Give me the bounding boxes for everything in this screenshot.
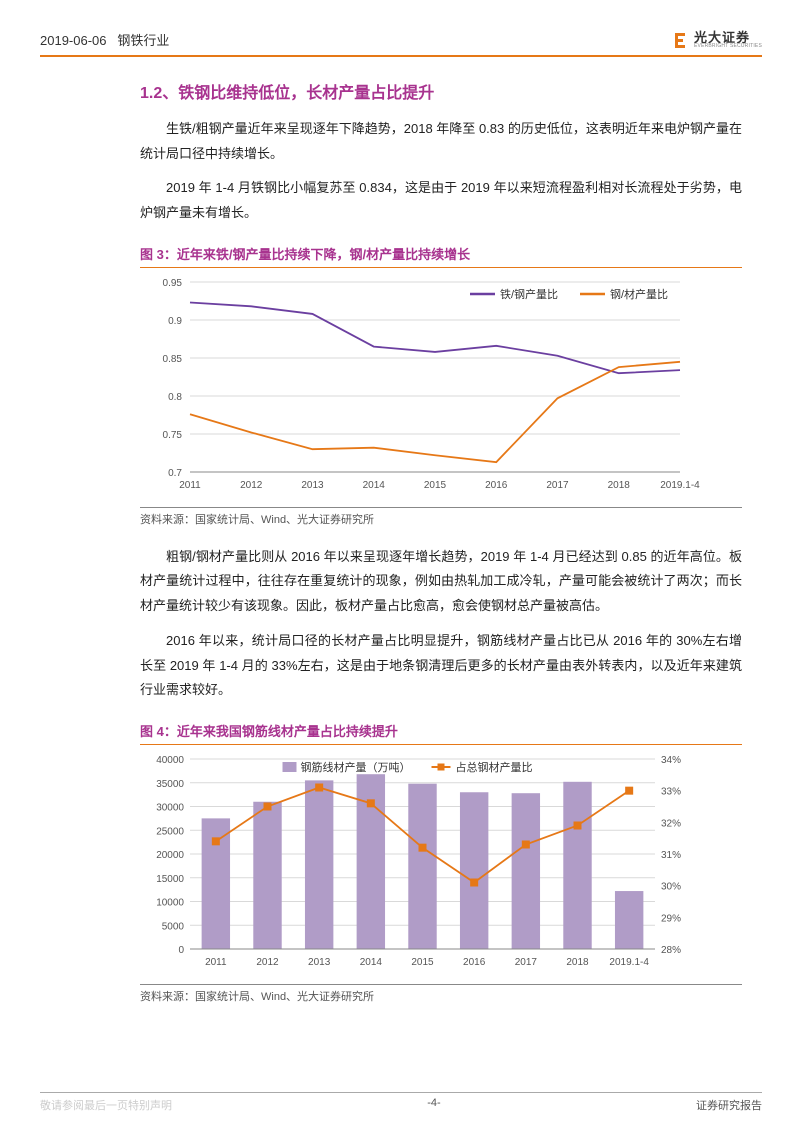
section-heading: 1.2、铁钢比维持低位，长材产量占比提升 bbox=[140, 79, 742, 103]
svg-text:占总钢材产量比: 占总钢材产量比 bbox=[456, 760, 533, 774]
figure-4-chart: 0 5000 10000 15000 20000 25000 30000 35000 40000… bbox=[140, 749, 742, 984]
section-number: 1.2、 bbox=[140, 85, 178, 102]
figure-3-title: 图 3：近年来铁/钢产量比持续下降，钢/材产量比持续增长 bbox=[140, 244, 742, 268]
svg-text:2012: 2012 bbox=[256, 957, 279, 968]
svg-text:34%: 34% bbox=[661, 755, 681, 766]
brand-logo: 光大证券 EVERBRIGHT SECURITIES bbox=[672, 31, 762, 49]
svg-text:钢/材产量比: 钢/材产量比 bbox=[610, 287, 668, 301]
svg-text:0.75: 0.75 bbox=[163, 430, 183, 441]
svg-text:0: 0 bbox=[178, 945, 184, 956]
svg-text:0.95: 0.95 bbox=[163, 278, 183, 289]
svg-text:2013: 2013 bbox=[308, 957, 331, 968]
header-industry: 钢铁行业 bbox=[117, 33, 169, 48]
header-date-industry: 2019-06-06 钢铁行业 bbox=[40, 30, 169, 49]
svg-text:40000: 40000 bbox=[156, 755, 184, 766]
svg-text:20000: 20000 bbox=[156, 850, 184, 861]
figure-4-title: 图 4：近年来我国钢筋线材产量占比持续提升 bbox=[140, 721, 742, 745]
svg-text:钢筋线材产量（万吨）: 钢筋线材产量（万吨） bbox=[301, 760, 411, 774]
svg-text:2013: 2013 bbox=[301, 480, 324, 491]
header-date: 2019-06-06 bbox=[40, 33, 107, 48]
svg-text:10000: 10000 bbox=[156, 897, 184, 908]
paragraph-3: 粗钢/钢材产量比则从 2016 年以来呈现逐年增长趋势，2019 年 1-4 月… bbox=[140, 545, 742, 619]
svg-text:2014: 2014 bbox=[363, 480, 386, 491]
logo-text-en: EVERBRIGHT SECURITIES bbox=[694, 44, 762, 49]
svg-text:0.9: 0.9 bbox=[168, 316, 182, 327]
svg-text:2011: 2011 bbox=[205, 957, 227, 968]
paragraph-1: 生铁/粗钢产量近年来呈现逐年下降趋势，2018 年降至 0.83 的历史低位，这… bbox=[140, 117, 742, 166]
svg-text:33%: 33% bbox=[661, 787, 681, 798]
svg-text:0.85: 0.85 bbox=[163, 354, 183, 365]
svg-text:0.8: 0.8 bbox=[168, 392, 182, 403]
svg-text:2019.1-4: 2019.1-4 bbox=[660, 480, 700, 491]
figure-3-chart: 0.7 0.75 0.8 0.85 0.9 0.95 2011 2012 2013 2014 201… bbox=[140, 272, 742, 507]
svg-text:2015: 2015 bbox=[411, 957, 434, 968]
svg-text:2015: 2015 bbox=[424, 480, 447, 491]
svg-text:2018: 2018 bbox=[566, 957, 589, 968]
svg-text:2018: 2018 bbox=[608, 480, 631, 491]
page-footer: 敬请参阅最后一页特别声明 -4- 证券研究报告 bbox=[40, 1092, 762, 1113]
svg-text:30%: 30% bbox=[661, 882, 681, 893]
figure-4-source: 资料来源：国家统计局、Wind、光大证券研究所 bbox=[140, 984, 742, 1004]
page-header: 2019-06-06 钢铁行业 光大证券 EVERBRIGHT SECURITI… bbox=[40, 30, 762, 57]
logo-text-cn: 光大证券 bbox=[694, 31, 762, 44]
svg-text:2016: 2016 bbox=[463, 957, 486, 968]
svg-text:0.7: 0.7 bbox=[168, 468, 182, 479]
section-title-text: 铁钢比维持低位，长材产量占比提升 bbox=[178, 85, 434, 102]
svg-text:32%: 32% bbox=[661, 818, 681, 829]
svg-text:35000: 35000 bbox=[156, 779, 184, 790]
svg-text:2017: 2017 bbox=[515, 957, 538, 968]
svg-text:2017: 2017 bbox=[546, 480, 569, 491]
svg-text:5000: 5000 bbox=[162, 921, 185, 932]
footer-report-type: 证券研究报告 bbox=[696, 1097, 762, 1113]
paragraph-2: 2019 年 1-4 月铁钢比小幅复苏至 0.834，这是由于 2019 年以来… bbox=[140, 176, 742, 225]
svg-text:2011: 2011 bbox=[179, 480, 201, 491]
footer-disclaimer: 敬请参阅最后一页特别声明 bbox=[40, 1097, 172, 1113]
figure-3-source: 资料来源：国家统计局、Wind、光大证券研究所 bbox=[140, 507, 742, 527]
svg-text:30000: 30000 bbox=[156, 802, 184, 813]
svg-text:2014: 2014 bbox=[360, 957, 383, 968]
svg-text:2019.1-4: 2019.1-4 bbox=[609, 957, 649, 968]
footer-page-number: -4- bbox=[427, 1097, 440, 1113]
svg-text:25000: 25000 bbox=[156, 826, 184, 837]
svg-text:铁/钢产量比: 铁/钢产量比 bbox=[500, 287, 558, 301]
everbright-logo-icon bbox=[672, 31, 690, 49]
svg-text:2012: 2012 bbox=[240, 480, 263, 491]
content-body: 1.2、铁钢比维持低位，长材产量占比提升 生铁/粗钢产量近年来呈现逐年下降趋势，… bbox=[140, 79, 742, 1004]
svg-text:29%: 29% bbox=[661, 913, 681, 924]
svg-text:31%: 31% bbox=[661, 850, 681, 861]
svg-text:2016: 2016 bbox=[485, 480, 508, 491]
svg-text:28%: 28% bbox=[661, 945, 681, 956]
paragraph-4: 2016 年以来，统计局口径的长材产量占比明显提升，钢筋线材产量占比已从 201… bbox=[140, 629, 742, 703]
svg-text:15000: 15000 bbox=[156, 874, 184, 885]
